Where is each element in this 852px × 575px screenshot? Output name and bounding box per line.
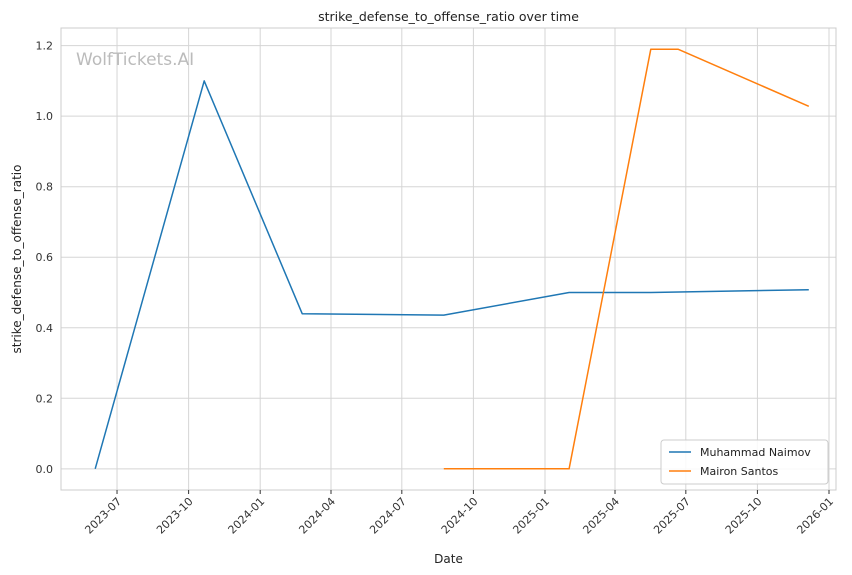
legend-label: Muhammad Naimov	[700, 446, 811, 459]
legend-label: Mairon Santos	[700, 465, 779, 478]
x-axis-title: Date	[434, 552, 463, 566]
series-line-muhammad-naimov	[94, 80, 809, 470]
y-axis-title: strike_defense_to_offense_ratio	[10, 165, 24, 354]
y-tick-label: 1.0	[36, 110, 54, 123]
series-lines	[94, 48, 810, 470]
watermark: WolfTickets.AI	[76, 50, 194, 70]
y-axis-ticks: 0.0 0.2 0.4 0.6 0.8 1.0 1.2	[36, 40, 54, 476]
y-tick-label: 1.2	[36, 40, 54, 53]
y-tick-label: 0.2	[36, 392, 54, 405]
series-line-mairon-santos	[443, 48, 810, 470]
y-tick-label: 0.8	[36, 181, 54, 194]
y-tick-label: 0.6	[36, 251, 54, 264]
grid-lines	[61, 28, 836, 490]
y-tick-label: 0.4	[36, 322, 54, 335]
legend: Muhammad Naimov Mairon Santos	[660, 439, 829, 485]
chart-title: strike_defense_to_offense_ratio over tim…	[318, 9, 579, 24]
plot-area-frame	[60, 27, 837, 491]
legend-box	[660, 439, 829, 485]
y-tick-label: 0.0	[36, 463, 54, 476]
